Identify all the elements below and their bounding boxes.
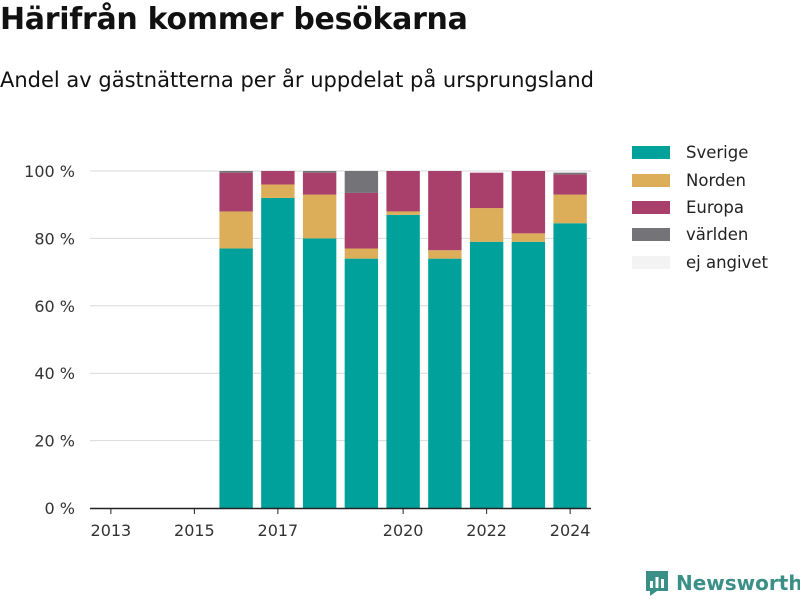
chart-title: Härifrån kommer besökarna bbox=[0, 2, 468, 37]
bar-segment-europa bbox=[261, 171, 295, 185]
bar-segment-världen bbox=[553, 172, 587, 175]
bar-segment-norden bbox=[302, 194, 337, 239]
brand-logo: Newsworthy bbox=[644, 569, 800, 597]
legend-item-sverige: Sverige bbox=[632, 139, 768, 166]
bar-segment-sverige bbox=[386, 214, 420, 508]
legend-item-ej-angivet: ej angivet bbox=[632, 249, 768, 276]
bar-segment-norden bbox=[428, 250, 462, 259]
y-tick-label: 80 % bbox=[34, 229, 75, 248]
legend-item-världen: världen bbox=[632, 221, 768, 248]
bar-segment-europa bbox=[386, 171, 420, 212]
y-tick-label: 0 % bbox=[45, 499, 75, 518]
legend-swatch bbox=[632, 228, 670, 242]
legend-item-europa: Europa bbox=[632, 194, 768, 221]
bar-segment-norden bbox=[219, 211, 253, 249]
newsworthy-logo-icon bbox=[646, 571, 668, 596]
chart-legend: Sverige Norden Europa världen ej angivet bbox=[632, 139, 768, 276]
bar-segment-europa bbox=[219, 172, 253, 212]
bar-segment-sverige bbox=[511, 241, 546, 508]
bar-segment-norden bbox=[511, 233, 546, 242]
legend-label: Norden bbox=[686, 170, 747, 190]
bar-segment-världen bbox=[219, 171, 253, 173]
bar-segment-världen bbox=[344, 171, 379, 193]
y-tick-label: 60 % bbox=[34, 297, 75, 316]
y-tick-label: 20 % bbox=[34, 432, 75, 451]
bar-segment-sverige bbox=[261, 197, 295, 508]
legend-swatch bbox=[632, 173, 670, 187]
bar-segment-norden bbox=[386, 211, 420, 215]
y-tick-label: 100 % bbox=[24, 162, 75, 181]
legend-swatch bbox=[632, 200, 670, 214]
bar-segment-sverige bbox=[469, 241, 504, 508]
bar-segment-norden bbox=[261, 184, 295, 198]
y-tick-label: 40 % bbox=[34, 364, 75, 383]
bar-segment-europa bbox=[469, 172, 504, 209]
chart-subtitle: Andel av gästnätterna per år uppdelat på… bbox=[0, 68, 594, 92]
bar-segment-europa bbox=[553, 174, 587, 195]
legend-swatch bbox=[632, 255, 670, 269]
legend-label: Sverige bbox=[686, 143, 749, 163]
brand-name: Newsworthy bbox=[676, 571, 800, 595]
bar-segment-sverige bbox=[553, 223, 587, 509]
bar-segment-norden bbox=[469, 208, 504, 242]
bar-segment-europa bbox=[428, 171, 462, 251]
legend-label: världen bbox=[686, 225, 749, 245]
legend-label: ej angivet bbox=[686, 252, 768, 272]
bar-segment-sverige bbox=[302, 238, 337, 508]
bar-segment-europa bbox=[511, 171, 546, 234]
bar-segment-europa bbox=[344, 192, 379, 249]
x-tick-label: 2020 bbox=[383, 521, 424, 540]
bar-segment-sverige bbox=[219, 248, 253, 508]
legend-item-norden: Norden bbox=[632, 166, 768, 193]
bar-segment-norden bbox=[553, 194, 587, 224]
bar-segment-världen bbox=[302, 171, 337, 173]
x-tick-label: 2013 bbox=[91, 521, 132, 540]
bar-segment-sverige bbox=[428, 258, 462, 508]
x-tick-label: 2015 bbox=[174, 521, 215, 540]
x-tick-label: 2024 bbox=[550, 521, 591, 540]
x-tick-label: 2022 bbox=[466, 521, 507, 540]
legend-swatch bbox=[632, 146, 670, 160]
bar-segment-norden bbox=[344, 248, 379, 259]
x-tick-label: 2017 bbox=[258, 521, 299, 540]
bar-segment-sverige bbox=[344, 258, 379, 508]
legend-label: Europa bbox=[686, 197, 744, 217]
bar-segment-europa bbox=[302, 172, 337, 195]
